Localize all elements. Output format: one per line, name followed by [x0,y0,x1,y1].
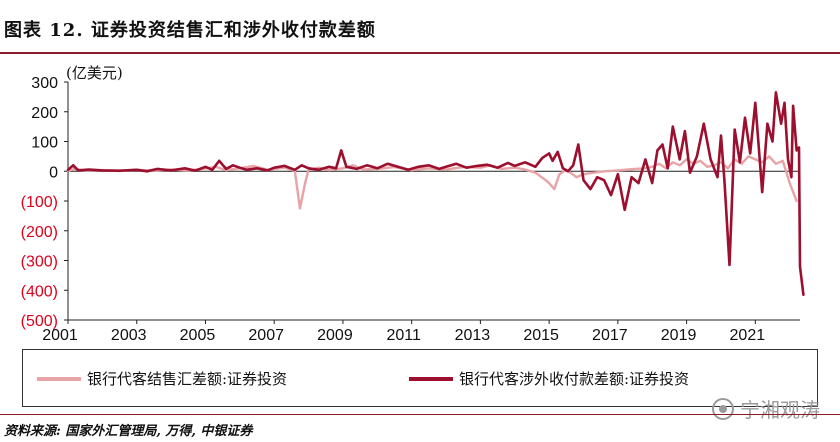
series-line-settlement [66,155,798,210]
y-tick-label: 300 [31,75,58,92]
watermark-text: 宁湘观涛 [740,398,820,422]
x-tick-label: 2019 [661,327,697,344]
y-tick-label: (100) [21,194,58,211]
chart-axes: 300 200 100 0 (100) (200) (300) (400) (500)2001 2… [21,75,800,344]
x-tick-label: 2021 [730,327,766,344]
y-tick-label: 0 [49,164,58,181]
watermark-logo-icon [712,397,734,420]
source-note: 资料来源: 国家外汇管理局, 万得, 中银证券 [4,424,253,439]
legend: 银行代客结售汇差额:证券投资 银行代客涉外收付款差额:证券投资 [22,349,818,407]
x-tick-label: 2015 [523,327,559,344]
watermark: 宁湘观涛 [712,394,820,423]
legend-item-settlement: 银行代客结售汇差额:证券投资 [37,368,287,389]
x-tick-label: 2001 [42,327,78,344]
y-tick-label: (300) [21,254,58,271]
y-tick-label: (500) [21,313,58,330]
y-tick-label: 100 [31,135,58,152]
chart-lines [66,91,805,296]
y-tick-label: (200) [21,224,58,241]
line-chart: 300 200 100 0 (100) (200) (300) (400) (500)2001 2… [21,64,805,344]
y-axis-label: (亿美元) [66,64,123,82]
legend-item-payments: 银行代客涉外收付款差额:证券投资 [409,368,689,389]
legend-swatch-settlement [37,376,81,381]
legend-swatch-payments [409,376,453,381]
x-tick-label: 2013 [455,327,491,344]
x-tick-label: 2011 [386,327,421,344]
source-rule [0,414,840,415]
legend-label-settlement: 银行代客结售汇差额:证券投资 [87,370,288,388]
title-rule [0,52,840,54]
y-tick-label: (400) [21,283,58,300]
x-tick-label: 2003 [111,327,147,344]
y-tick-label: 200 [31,105,58,122]
figure-title: 图表 12. 证券投资结售汇和涉外收付款差额 [4,20,376,41]
x-tick-label: 2005 [180,327,216,344]
x-tick-label: 2017 [592,327,628,344]
series-line-payments [66,91,805,296]
legend-label-payments: 银行代客涉外收付款差额:证券投资 [459,370,690,388]
x-tick-label: 2009 [317,327,353,344]
x-tick-label: 2007 [248,327,284,344]
